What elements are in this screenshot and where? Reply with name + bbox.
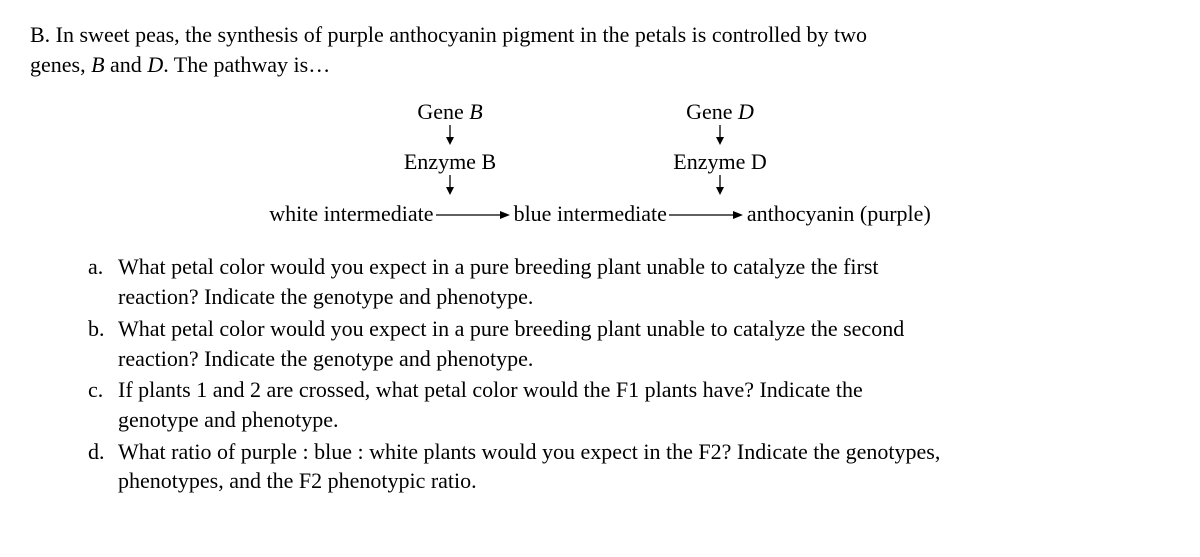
question-label: a. (88, 252, 118, 311)
question-label: c. (88, 375, 118, 434)
down-arrow-icon (714, 125, 726, 149)
down-arrow-icon (714, 175, 726, 199)
down-arrow-icon (444, 175, 456, 199)
gene-D-label: Gene D (686, 97, 754, 127)
gene-D-name: D (147, 52, 163, 77)
intro-line2-post: . The pathway is… (163, 52, 330, 77)
question-d: d. What ratio of purple : blue : white p… (88, 437, 1170, 496)
intro-line1: B. In sweet peas, the synthesis of purpl… (30, 22, 867, 47)
pathway-diagram: Gene B Enzyme B Gene D Enzyme D white in… (30, 97, 1170, 228)
problem-intro: B. In sweet peas, the synthesis of purpl… (30, 20, 1170, 79)
enzyme-D-label: Enzyme D (673, 147, 766, 177)
question-c: c. If plants 1 and 2 are crossed, what p… (88, 375, 1170, 434)
question-text: If plants 1 and 2 are crossed, what peta… (118, 375, 1170, 434)
gene-B-name: B (91, 52, 104, 77)
question-b: b. What petal color would you expect in … (88, 314, 1170, 373)
question-text: What ratio of purple : blue : white plan… (118, 437, 1170, 496)
question-label: b. (88, 314, 118, 373)
stage-purple: anthocyanin (purple) (747, 199, 931, 229)
question-text: What petal color would you expect in a p… (118, 314, 1170, 373)
question-a: a. What petal color would you expect in … (88, 252, 1170, 311)
question-label: d. (88, 437, 118, 496)
question-list: a. What petal color would you expect in … (30, 252, 1170, 496)
intro-line2-pre: genes, (30, 52, 91, 77)
intro-line2-mid: and (105, 52, 148, 77)
down-arrow-icon (444, 125, 456, 149)
right-arrow-icon (434, 200, 514, 230)
question-text: What petal color would you expect in a p… (118, 252, 1170, 311)
stage-blue: blue intermediate (514, 199, 667, 229)
stage-white: white intermediate (269, 199, 433, 229)
gene-B-label: Gene B (417, 97, 482, 127)
enzyme-B-label: Enzyme B (404, 147, 496, 177)
right-arrow-icon (667, 200, 747, 230)
